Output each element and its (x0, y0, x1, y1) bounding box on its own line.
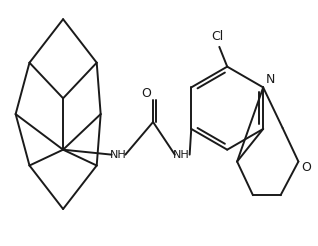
Text: O: O (141, 87, 151, 100)
Text: Cl: Cl (211, 31, 224, 44)
Text: O: O (301, 161, 311, 174)
Text: NH: NH (173, 150, 190, 160)
Text: NH: NH (110, 150, 127, 160)
Text: N: N (266, 73, 275, 86)
